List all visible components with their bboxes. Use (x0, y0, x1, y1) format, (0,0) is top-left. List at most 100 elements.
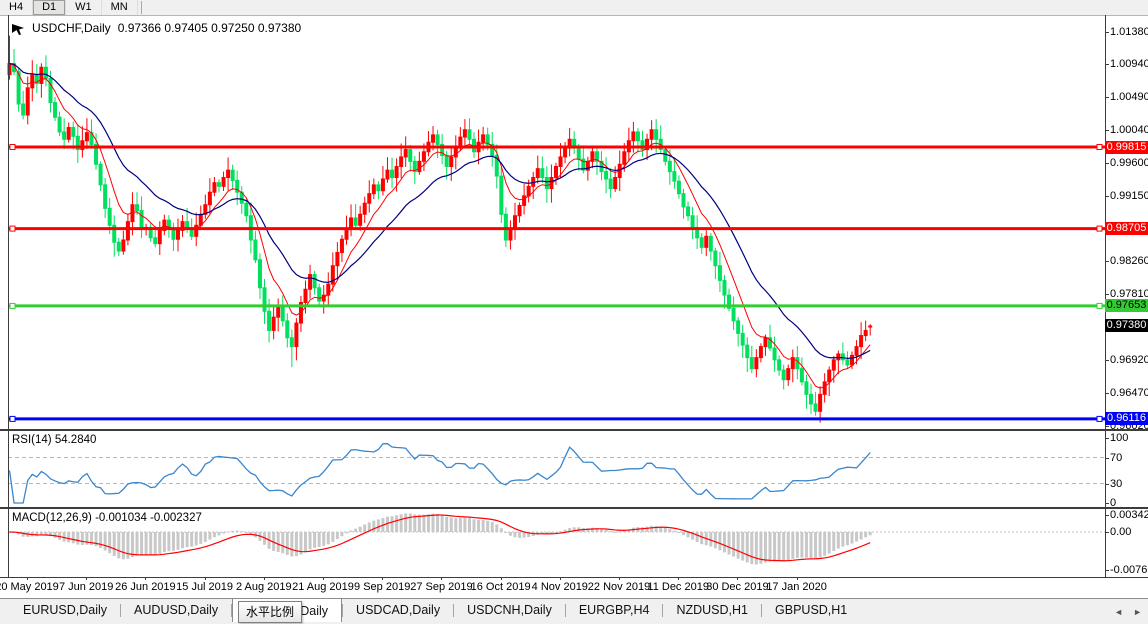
macd-histogram-bar (727, 532, 731, 555)
macd-histogram-bar (540, 532, 544, 535)
candle-body (553, 165, 558, 179)
macd-histogram-bar (367, 522, 371, 532)
price-axis-tick (1105, 294, 1109, 296)
macd-histogram-bar (417, 514, 421, 532)
macd-histogram-bar (804, 532, 808, 558)
macd-histogram-bar (827, 532, 831, 554)
panel-separator[interactable] (0, 507, 1148, 509)
date-axis-tick (382, 577, 384, 580)
line-end-marker[interactable] (9, 225, 16, 232)
candle-body (594, 151, 599, 162)
candle-body (863, 329, 868, 337)
macd-histogram-bar (695, 532, 699, 542)
price-axis-tick (1105, 359, 1109, 361)
candle-body (736, 320, 741, 334)
candle-body (399, 156, 404, 167)
macd-histogram-bar (340, 532, 344, 537)
macd-histogram-bar (39, 532, 43, 536)
line-end-marker[interactable] (1096, 225, 1103, 232)
tab-audusd-daily[interactable]: AUDUSD,Daily (134, 603, 219, 617)
price-axis-tick (1105, 425, 1109, 427)
tab-usdcad-daily[interactable]: USDCAD,Daily (356, 603, 441, 617)
price-axis-tick (1105, 97, 1109, 99)
macd-plot[interactable] (0, 509, 1148, 577)
candle-body (390, 169, 395, 179)
timeframe-button-mn[interactable]: MN (102, 0, 138, 15)
candle-body (66, 127, 71, 140)
macd-histogram-bar (718, 532, 722, 551)
price-axis-label: 0.98260 (1110, 255, 1148, 268)
macd-histogram-bar (158, 532, 162, 554)
candle-body (39, 66, 44, 84)
candle-body (604, 171, 609, 180)
macd-histogram-bar (499, 528, 503, 532)
tab-separator (662, 604, 664, 617)
candle-body (198, 213, 203, 226)
macd-histogram-bar (741, 532, 745, 561)
macd-histogram-bar (791, 532, 795, 559)
macd-histogram-bar (609, 531, 613, 533)
macd-histogram-bar (103, 532, 107, 551)
macd-histogram-bar (568, 528, 572, 532)
macd-histogram-bar (668, 529, 672, 532)
macd-signal-line (9, 514, 871, 562)
macd-histogram-bar (481, 519, 485, 532)
candle-body (135, 204, 140, 212)
macd-histogram-bar (349, 530, 353, 532)
candle-body (772, 347, 777, 361)
tab-usdcnh-daily[interactable]: USDCNH,Daily (467, 603, 552, 617)
candle-body (836, 353, 841, 361)
candle-body (717, 265, 722, 281)
date-axis-tick (27, 577, 28, 580)
timeframe-button-h4[interactable]: H4 (0, 0, 34, 15)
macd-histogram-bar (226, 531, 230, 533)
macd-histogram-bar (440, 515, 444, 532)
line-end-marker[interactable] (9, 302, 16, 309)
timeframe-button-w1[interactable]: W1 (66, 0, 102, 15)
candle-body (708, 235, 713, 252)
candle-body (112, 224, 117, 243)
line-end-marker[interactable] (1096, 144, 1103, 150)
candle-body (171, 228, 176, 240)
ma-fast-line (9, 63, 871, 389)
line-end-marker[interactable] (9, 144, 16, 150)
macd-histogram-bar (654, 525, 658, 532)
line-end-marker[interactable] (1096, 415, 1103, 422)
macd-histogram-bar (458, 518, 462, 532)
line-end-marker[interactable] (9, 415, 16, 422)
tab-nzdusd-h1[interactable]: NZDUSD,H1 (676, 603, 749, 617)
date-axis-label: 17 Jan 2020 (766, 581, 827, 593)
tab-eurusd-daily[interactable]: EURUSD,Daily (23, 603, 108, 617)
tab-gbpusd-h1[interactable]: GBPUSD,H1 (775, 603, 848, 617)
tab-separator (564, 604, 566, 617)
price-axis-tick (1105, 195, 1109, 197)
candle-body (704, 235, 709, 248)
macd-histogram-bar (117, 532, 121, 559)
macd-histogram-bar (832, 532, 836, 551)
date-axis-label: 20 May 2019 (0, 581, 59, 593)
macd-histogram-bar (331, 532, 335, 542)
candle-body (367, 193, 372, 204)
rsi-axis-label: 30 (1110, 477, 1123, 490)
panel-separator[interactable] (0, 429, 1148, 431)
candle-body (358, 213, 363, 226)
timeframe-button-d1[interactable]: D1 (33, 0, 67, 15)
main-chart-plot[interactable] (0, 15, 1148, 429)
macd-histogram-bar (249, 532, 253, 535)
rsi-plot[interactable] (0, 431, 1148, 507)
candle-body (289, 337, 294, 348)
macd-histogram-bar (44, 532, 48, 536)
candle-body (435, 134, 440, 145)
tab-scroll-right-icon[interactable]: ► (1133, 607, 1142, 617)
line-end-marker[interactable] (1096, 302, 1103, 309)
macd-histogram-bar (290, 532, 294, 557)
tab-scroll-left-icon[interactable]: ◄ (1114, 607, 1124, 617)
candle-body (121, 239, 126, 252)
tab-eurgbp-h4[interactable]: EURGBP,H4 (578, 603, 650, 617)
macd-histogram-bar (467, 518, 471, 532)
macd-histogram-bar (235, 530, 239, 532)
candle-body (804, 381, 809, 395)
macd-histogram-bar (135, 532, 139, 556)
price-axis-line (1105, 15, 1106, 577)
